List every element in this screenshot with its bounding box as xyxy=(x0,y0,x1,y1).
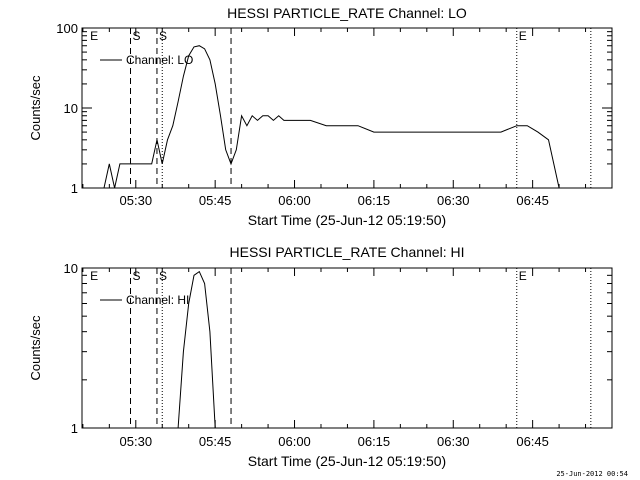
x-tick-label: 05:45 xyxy=(199,193,232,208)
series-line xyxy=(103,45,560,189)
legend-label: Channel: HI xyxy=(126,293,189,307)
y-axis-label: Counts/sec xyxy=(28,315,43,381)
x-axis-label: Start Time (25-Jun-12 05:19:50) xyxy=(248,212,446,228)
plot-frame xyxy=(81,27,613,189)
chart-title: HESSI PARTICLE_RATE Channel: HI xyxy=(230,244,465,260)
x-tick-label: 06:45 xyxy=(516,193,549,208)
x-tick-label: 05:30 xyxy=(120,434,153,449)
event-marker-label: E xyxy=(519,29,527,43)
event-marker-label: E xyxy=(90,29,98,43)
x-tick-label: 06:00 xyxy=(278,193,311,208)
y-tick-label: 100 xyxy=(56,21,78,36)
y-tick-label: 10 xyxy=(64,101,78,116)
series-line xyxy=(177,270,216,429)
event-marker-label: S xyxy=(159,29,167,43)
chart-panel-lo: HESSI PARTICLE_RATE Channel: LO 05:30 05:4… xyxy=(28,5,613,228)
x-tick-label: 06:45 xyxy=(516,434,549,449)
y-tick-label: 1 xyxy=(71,421,78,436)
y-tick-label: 1 xyxy=(71,181,78,196)
chart-panel-hi: HESSI PARTICLE_RATE Channel: HI 05:30 05:4… xyxy=(28,244,613,469)
legend-label: Channel: LO xyxy=(126,53,193,67)
y-tick-label: 10 xyxy=(64,261,78,276)
x-tick-label: 05:45 xyxy=(199,434,232,449)
event-marker-label: S xyxy=(133,269,141,283)
plot-frame xyxy=(81,267,613,429)
x-tick-label: 06:15 xyxy=(358,193,391,208)
x-tick-label: 05:30 xyxy=(120,193,153,208)
x-tick-label: 06:30 xyxy=(437,193,470,208)
y-axis-label: Counts/sec xyxy=(28,75,43,141)
x-tick-label: 06:30 xyxy=(437,434,470,449)
x-axis-label: Start Time (25-Jun-12 05:19:50) xyxy=(248,453,446,469)
chart-title: HESSI PARTICLE_RATE Channel: LO xyxy=(227,5,467,21)
x-tick-label: 06:00 xyxy=(278,434,311,449)
event-marker-label: E xyxy=(519,269,527,283)
event-marker-label: S xyxy=(159,269,167,283)
event-marker-label: E xyxy=(90,269,98,283)
x-tick-label: 06:15 xyxy=(358,434,391,449)
event-marker-label: S xyxy=(133,29,141,43)
footer-timestamp: 25-Jun-2012 00:54 xyxy=(556,470,628,478)
